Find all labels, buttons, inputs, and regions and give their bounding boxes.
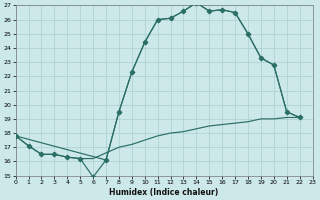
X-axis label: Humidex (Indice chaleur): Humidex (Indice chaleur) [109, 188, 219, 197]
